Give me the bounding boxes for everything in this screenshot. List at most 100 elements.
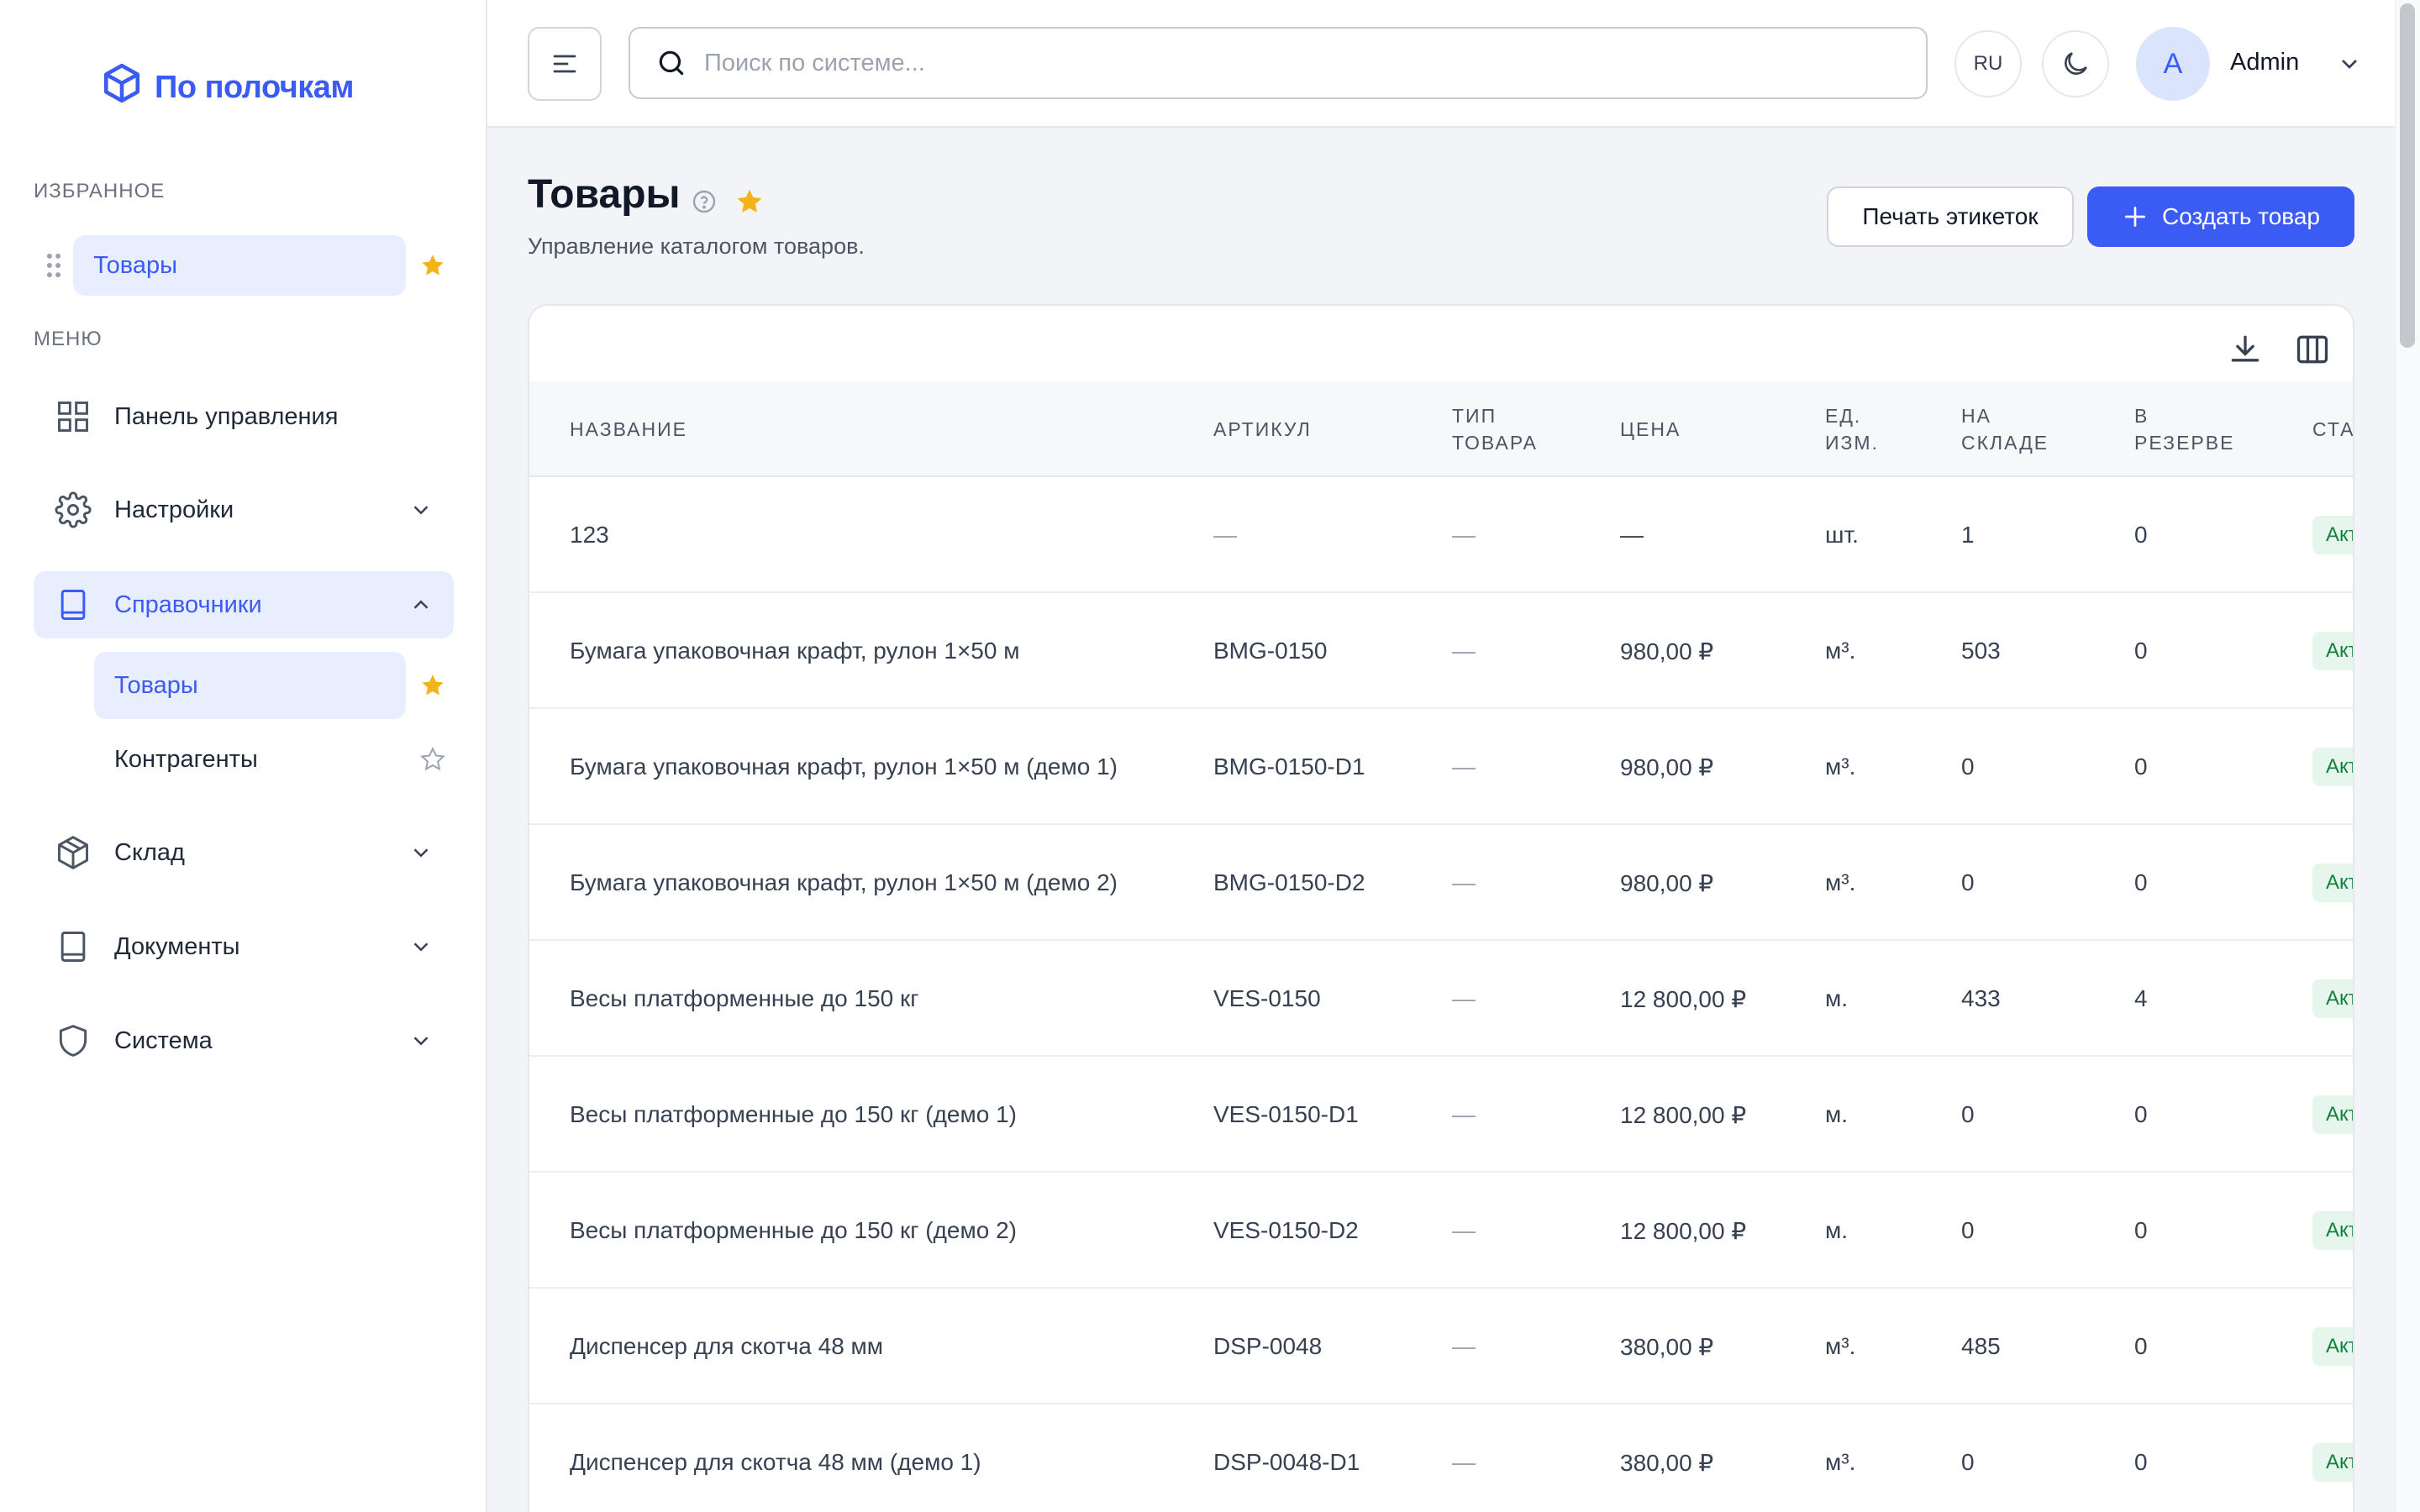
cell-unit: м³. bbox=[1825, 753, 1856, 780]
cube-logo-icon bbox=[101, 62, 143, 113]
sidebar-item-system[interactable]: Система bbox=[34, 1007, 454, 1074]
cell-name: Бумага упаковочная крафт, рулон 1×50 м (… bbox=[570, 869, 1118, 895]
sidebar-item-documents[interactable]: Документы bbox=[34, 913, 454, 980]
table-row[interactable]: 123 — — — шт. 1 0 Активен bbox=[529, 477, 2353, 593]
column-header-reserve[interactable]: В резерве bbox=[2134, 405, 2235, 454]
column-header-type[interactable]: Тип товара bbox=[1452, 405, 1538, 454]
cell-unit: м. bbox=[1825, 1217, 1849, 1243]
sidebar-item-warehouse[interactable]: Склад bbox=[34, 819, 454, 886]
status-badge: Активен bbox=[2312, 979, 2353, 1018]
search-icon bbox=[659, 50, 684, 76]
cell-type: — bbox=[1452, 1449, 1476, 1475]
cell-stock: 0 bbox=[1961, 1217, 1975, 1243]
cell-sku: — bbox=[1213, 522, 1237, 548]
sidebar-item-label: Система bbox=[114, 1026, 213, 1054]
status-badge: Активен bbox=[2312, 748, 2353, 786]
sidebar-subitem-products[interactable]: Товары bbox=[94, 652, 406, 719]
sidebar: По полочкам Избранное Товары Меню Панель… bbox=[0, 0, 487, 1512]
columns-icon[interactable] bbox=[2294, 331, 2331, 368]
user-name[interactable]: Admin bbox=[2230, 49, 2300, 76]
menu-toggle-button[interactable] bbox=[528, 27, 602, 101]
cell-sku: BMG-0150-D1 bbox=[1213, 753, 1365, 780]
cell-unit: м³. bbox=[1825, 638, 1856, 664]
cell-unit: м³. bbox=[1825, 869, 1856, 895]
cell-unit: м³. bbox=[1825, 1333, 1856, 1359]
products-table-card: Название Артикул Тип товара Цена Ед. изм… bbox=[528, 304, 2354, 1512]
cell-name: 123 bbox=[570, 522, 609, 548]
status-badge: Активен bbox=[2312, 1095, 2353, 1134]
table-row[interactable]: Весы платформенные до 150 кг VES-0150 — 12 … bbox=[529, 941, 2353, 1057]
column-header-stock[interactable]: На складе bbox=[1961, 405, 2049, 454]
table-row[interactable]: Весы платформенные до 150 кг (демо 2) VES… bbox=[529, 1173, 2353, 1289]
avatar[interactable]: A bbox=[2136, 27, 2210, 101]
column-header-name[interactable]: Название bbox=[570, 418, 687, 440]
scrollbar-thumb[interactable] bbox=[2400, 3, 2415, 348]
status-badge: Активен bbox=[2312, 1211, 2353, 1250]
create-product-button[interactable]: Создать товар bbox=[2087, 186, 2354, 247]
search-input[interactable] bbox=[704, 49, 1881, 77]
cell-name: Весы платформенные до 150 кг (демо 1) bbox=[570, 1101, 1017, 1127]
column-header-status[interactable]: Ста bbox=[2312, 418, 2354, 440]
column-header-sku[interactable]: Артикул bbox=[1213, 418, 1312, 440]
cell-price: — bbox=[1620, 522, 1644, 548]
plus-icon bbox=[2125, 207, 2145, 227]
cell-type: — bbox=[1452, 753, 1476, 780]
cell-price: 12 800,00 ₽ bbox=[1620, 1217, 1747, 1244]
cell-reserve: 0 bbox=[2134, 869, 2148, 895]
cell-stock: 0 bbox=[1961, 1449, 1975, 1475]
star-filled-icon[interactable] bbox=[734, 186, 765, 217]
favorites-section-label: Избранное bbox=[34, 180, 166, 202]
sidebar-item-settings[interactable]: Настройки bbox=[34, 476, 454, 543]
sidebar-item-references[interactable]: Справочники bbox=[34, 571, 454, 638]
drag-handle-icon[interactable] bbox=[34, 253, 73, 278]
download-icon[interactable] bbox=[2227, 331, 2264, 368]
sidebar-item-label: Панель управления bbox=[114, 402, 339, 430]
cell-price: 980,00 ₽ bbox=[1620, 869, 1714, 896]
cell-type: — bbox=[1452, 522, 1476, 548]
gear-icon bbox=[54, 491, 92, 529]
table-row[interactable]: Бумага упаковочная крафт, рулон 1×50 м (… bbox=[529, 709, 2353, 825]
cell-price: 980,00 ₽ bbox=[1620, 638, 1714, 664]
theme-toggle-button[interactable] bbox=[2042, 30, 2109, 97]
cell-reserve: 0 bbox=[2134, 1217, 2148, 1243]
cell-reserve: 0 bbox=[2134, 638, 2148, 664]
favorite-item-products[interactable]: Товары bbox=[73, 235, 406, 296]
status-badge: Активен bbox=[2312, 1443, 2353, 1482]
cell-price: 380,00 ₽ bbox=[1620, 1449, 1714, 1476]
sidebar-subitem-counterparties[interactable]: Контрагенты bbox=[114, 745, 258, 773]
chevron-down-icon bbox=[413, 942, 429, 952]
cell-type: — bbox=[1452, 638, 1476, 664]
table-row[interactable]: Бумага упаковочная крафт, рулон 1×50 м (… bbox=[529, 825, 2353, 941]
star-filled-icon[interactable] bbox=[413, 244, 454, 286]
cell-sku: VES-0150-D1 bbox=[1213, 1101, 1359, 1127]
cell-stock: 0 bbox=[1961, 869, 1975, 895]
cell-sku: VES-0150-D2 bbox=[1213, 1217, 1359, 1243]
cell-name: Весы платформенные до 150 кг (демо 2) bbox=[570, 1217, 1017, 1243]
app-logo[interactable]: По полочкам bbox=[101, 62, 355, 113]
cell-reserve: 0 bbox=[2134, 522, 2148, 548]
print-labels-button[interactable]: Печать этикеток bbox=[1827, 186, 2074, 247]
search-box[interactable] bbox=[629, 27, 1928, 99]
status-badge: Активен bbox=[2312, 864, 2353, 902]
cell-reserve: 0 bbox=[2134, 1333, 2148, 1359]
chevron-down-icon[interactable] bbox=[2336, 50, 2363, 77]
sidebar-item-dashboard[interactable]: Панель управления bbox=[34, 383, 454, 450]
help-icon[interactable] bbox=[691, 188, 718, 215]
cell-type: — bbox=[1452, 985, 1476, 1011]
cell-sku: VES-0150 bbox=[1213, 985, 1321, 1011]
table-row[interactable]: Диспенсер для скотча 48 мм (демо 1) DSP-0… bbox=[529, 1404, 2353, 1512]
table-row[interactable]: Бумага упаковочная крафт, рулон 1×50 м BM… bbox=[529, 593, 2353, 709]
language-button[interactable]: RU bbox=[1954, 30, 2022, 97]
table-row[interactable]: Весы платформенные до 150 кг (демо 1) VES… bbox=[529, 1057, 2353, 1173]
create-product-label: Создать товар bbox=[2162, 203, 2320, 229]
star-filled-icon[interactable] bbox=[413, 664, 454, 706]
table-row[interactable]: Диспенсер для скотча 48 мм DSP-0048 — 380,0… bbox=[529, 1289, 2353, 1404]
column-header-unit[interactable]: Ед. изм. bbox=[1825, 405, 1879, 454]
cell-price: 980,00 ₽ bbox=[1620, 753, 1714, 780]
book-icon bbox=[54, 585, 92, 624]
sidebar-subitem-counterparties-row: Контрагенты bbox=[94, 726, 454, 793]
star-outline-icon[interactable] bbox=[413, 738, 454, 780]
column-header-price[interactable]: Цена bbox=[1620, 418, 1681, 440]
sidebar-item-label: Справочники bbox=[114, 591, 262, 618]
status-badge: Активен bbox=[2312, 516, 2353, 554]
